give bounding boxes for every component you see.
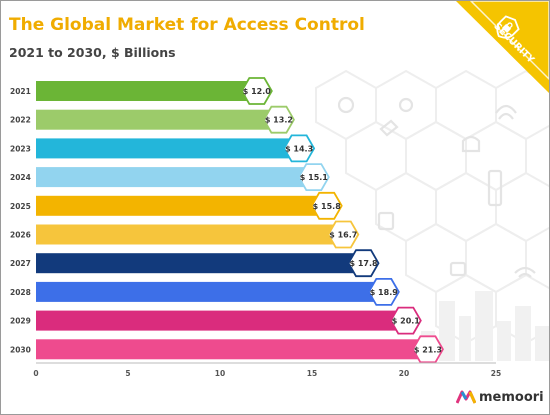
data-label: $ 15.1 bbox=[300, 173, 329, 182]
brand-name: memoori bbox=[479, 389, 544, 405]
x-tick-label: 25 bbox=[491, 369, 501, 378]
category-label: 2026 bbox=[10, 231, 31, 240]
value-label-hexagon bbox=[262, 105, 295, 134]
memoori-logo-icon bbox=[456, 390, 476, 404]
x-tick-label: 0 bbox=[33, 369, 38, 378]
category-label: 2029 bbox=[10, 317, 31, 326]
value-label-hexagon bbox=[327, 220, 360, 249]
category-label: 2028 bbox=[10, 288, 31, 297]
data-label: $ 16.7 bbox=[329, 231, 357, 240]
data-label: $ 17.8 bbox=[349, 259, 378, 268]
bar bbox=[36, 281, 384, 302]
category-label: 2024 bbox=[10, 173, 31, 182]
data-label: $ 14.3 bbox=[285, 144, 313, 153]
value-label-hexagon bbox=[297, 163, 330, 192]
data-label: $ 18.9 bbox=[370, 288, 399, 297]
value-label-hexagon bbox=[411, 335, 444, 364]
bars-layer: 2021 $ 12.0 2022 $ 13.2 2023 $ 14.3 2024 $ 15.1… bbox=[10, 77, 444, 364]
x-tick-label: 20 bbox=[399, 369, 409, 378]
x-ticks-layer: 0 5 10 15 20 25 bbox=[33, 369, 501, 378]
data-label: $ 20.1 bbox=[392, 317, 421, 326]
value-label-hexagon bbox=[389, 306, 422, 335]
x-tick-label: 15 bbox=[307, 369, 317, 378]
bar bbox=[36, 195, 327, 216]
data-label: $ 21.3 bbox=[414, 345, 442, 354]
x-tick-label: 10 bbox=[215, 369, 225, 378]
x-tick-label: 5 bbox=[125, 369, 130, 378]
value-label-hexagon bbox=[240, 77, 273, 105]
bar bbox=[36, 253, 364, 274]
bar bbox=[36, 81, 257, 101]
bar bbox=[36, 310, 406, 331]
brand-logo: memoori bbox=[456, 389, 544, 405]
data-label: $ 15.8 bbox=[313, 202, 342, 211]
category-label: 2021 bbox=[10, 87, 31, 96]
bar bbox=[36, 167, 314, 188]
category-label: 2030 bbox=[10, 345, 31, 354]
bar bbox=[36, 109, 279, 130]
category-label: 2027 bbox=[10, 259, 31, 268]
chart-subtitle: 2021 to 2030, $ Billions bbox=[9, 45, 176, 60]
category-label: 2022 bbox=[10, 116, 31, 125]
bar bbox=[36, 138, 300, 159]
bar bbox=[36, 339, 428, 360]
bar bbox=[36, 224, 344, 245]
data-label: $ 13.2 bbox=[265, 116, 293, 125]
value-label-hexagon bbox=[310, 191, 343, 220]
category-label: 2025 bbox=[10, 202, 31, 211]
value-label-hexagon bbox=[347, 249, 380, 278]
chart-title: The Global Market for Access Control bbox=[9, 15, 365, 35]
category-label: 2023 bbox=[10, 144, 31, 153]
data-label: $ 12.0 bbox=[243, 87, 272, 96]
value-label-hexagon bbox=[367, 277, 400, 306]
value-label-hexagon bbox=[283, 134, 316, 163]
